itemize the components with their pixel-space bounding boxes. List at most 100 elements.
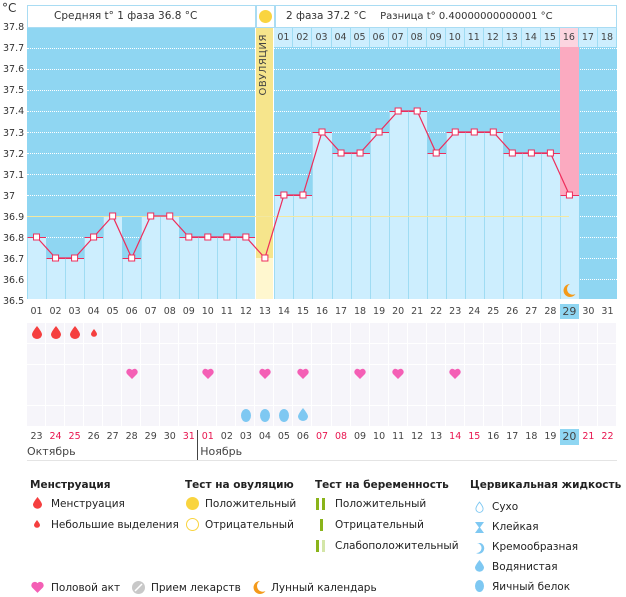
calendar-date[interactable]: 24 bbox=[49, 431, 62, 442]
marker-cell[interactable] bbox=[122, 406, 141, 427]
marker-cell[interactable] bbox=[46, 364, 65, 385]
cycle-day-number[interactable]: 01 bbox=[30, 306, 43, 317]
marker-cell[interactable] bbox=[331, 406, 350, 427]
marker-cell[interactable] bbox=[27, 385, 46, 406]
marker-cell[interactable] bbox=[502, 323, 521, 343]
marker-cell[interactable] bbox=[426, 385, 445, 406]
calendar-date[interactable]: 23 bbox=[30, 431, 43, 442]
marker-cell[interactable] bbox=[46, 385, 65, 406]
marker-cell[interactable] bbox=[179, 364, 198, 385]
calendar-date[interactable]: 21 bbox=[582, 431, 595, 442]
marker-cell[interactable] bbox=[578, 343, 597, 364]
temperature-point[interactable] bbox=[432, 149, 440, 157]
marker-cell[interactable] bbox=[65, 385, 84, 406]
marker-cell[interactable] bbox=[483, 406, 502, 427]
marker-cell[interactable] bbox=[559, 364, 578, 385]
marker-cell[interactable] bbox=[597, 364, 616, 385]
marker-cell[interactable] bbox=[198, 343, 217, 364]
calendar-date[interactable]: 30 bbox=[163, 431, 176, 442]
marker-cell[interactable] bbox=[46, 406, 65, 427]
cycle-day-number[interactable]: 02 bbox=[49, 306, 62, 317]
marker-cell[interactable] bbox=[540, 323, 559, 343]
marker-cell[interactable] bbox=[502, 406, 521, 427]
marker-cell[interactable] bbox=[445, 385, 464, 406]
marker-cell[interactable] bbox=[483, 323, 502, 343]
marker-cell[interactable] bbox=[160, 343, 179, 364]
marker-cell[interactable] bbox=[521, 323, 540, 343]
calendar-date[interactable]: 02 bbox=[220, 431, 233, 442]
marker-cell[interactable] bbox=[350, 406, 369, 427]
temperature-point[interactable] bbox=[204, 233, 212, 241]
marker-cell[interactable] bbox=[502, 364, 521, 385]
marker-cell[interactable] bbox=[141, 406, 160, 427]
marker-cell[interactable] bbox=[27, 343, 46, 364]
marker-cell[interactable] bbox=[483, 364, 502, 385]
calendar-date[interactable]: 06 bbox=[296, 431, 309, 442]
marker-cell[interactable] bbox=[388, 385, 407, 406]
marker-cell[interactable] bbox=[464, 406, 483, 427]
marker-cell[interactable] bbox=[388, 406, 407, 427]
marker-cell[interactable] bbox=[198, 406, 217, 427]
marker-cell[interactable] bbox=[255, 385, 274, 406]
marker-cell[interactable] bbox=[46, 343, 65, 364]
temperature-point[interactable] bbox=[280, 191, 288, 199]
calendar-date[interactable]: 12 bbox=[411, 431, 424, 442]
marker-cell[interactable] bbox=[369, 364, 388, 385]
cycle-day-number[interactable]: 05 bbox=[106, 306, 119, 317]
calendar-date[interactable]: 05 bbox=[277, 431, 290, 442]
cycle-day-number[interactable]: 07 bbox=[144, 306, 157, 317]
marker-cell[interactable] bbox=[103, 323, 122, 343]
marker-cell[interactable] bbox=[464, 364, 483, 385]
cycle-day-number[interactable]: 28 bbox=[544, 306, 557, 317]
cycle-day-number[interactable]: 22 bbox=[430, 306, 443, 317]
cycle-day-number[interactable]: 18 bbox=[354, 306, 367, 317]
temperature-point[interactable] bbox=[128, 254, 136, 262]
marker-cell[interactable] bbox=[502, 343, 521, 364]
cycle-day-number[interactable]: 15 bbox=[296, 306, 309, 317]
calendar-date[interactable]: 10 bbox=[373, 431, 386, 442]
marker-cell[interactable] bbox=[521, 364, 540, 385]
marker-cell[interactable] bbox=[198, 385, 217, 406]
marker-cell[interactable] bbox=[179, 385, 198, 406]
marker-cell[interactable] bbox=[84, 385, 103, 406]
temperature-point[interactable] bbox=[147, 212, 155, 220]
cycle-day-number[interactable]: 20 bbox=[392, 306, 405, 317]
marker-cell[interactable] bbox=[217, 364, 236, 385]
marker-cell[interactable] bbox=[331, 385, 350, 406]
calendar-date[interactable]: 18 bbox=[525, 431, 538, 442]
calendar-date[interactable]: 28 bbox=[125, 431, 138, 442]
calendar-date[interactable]: 07 bbox=[315, 431, 329, 442]
marker-cell[interactable] bbox=[369, 406, 388, 427]
marker-cell[interactable] bbox=[274, 343, 293, 364]
temperature-point[interactable] bbox=[185, 233, 193, 241]
calendar-date[interactable]: 22 bbox=[601, 431, 614, 442]
calendar-date[interactable]: 09 bbox=[354, 431, 367, 442]
temperature-point[interactable] bbox=[90, 233, 98, 241]
calendar-date[interactable]: 25 bbox=[68, 431, 81, 442]
marker-cell[interactable] bbox=[350, 385, 369, 406]
marker-cell[interactable] bbox=[578, 406, 597, 427]
marker-cell[interactable] bbox=[179, 406, 198, 427]
marker-cell[interactable] bbox=[84, 343, 103, 364]
marker-cell[interactable] bbox=[350, 323, 369, 343]
cycle-day-number[interactable]: 17 bbox=[334, 306, 348, 317]
cycle-day-number[interactable]: 03 bbox=[68, 306, 81, 317]
cycle-day-number[interactable]: 30 bbox=[582, 306, 595, 317]
marker-cell[interactable] bbox=[312, 406, 331, 427]
marker-cell[interactable] bbox=[407, 343, 426, 364]
calendar-date[interactable]: 03 bbox=[239, 431, 252, 442]
marker-cell[interactable] bbox=[236, 323, 255, 343]
marker-cell[interactable] bbox=[559, 385, 578, 406]
marker-cell[interactable] bbox=[426, 343, 445, 364]
marker-cell[interactable] bbox=[236, 364, 255, 385]
marker-cell[interactable] bbox=[502, 385, 521, 406]
calendar-date[interactable]: 17 bbox=[506, 431, 519, 442]
marker-cell[interactable] bbox=[559, 323, 578, 343]
marker-cell[interactable] bbox=[578, 385, 597, 406]
marker-cell[interactable] bbox=[160, 385, 179, 406]
marker-cell[interactable] bbox=[559, 406, 578, 427]
marker-cell[interactable] bbox=[540, 343, 559, 364]
marker-cell[interactable] bbox=[445, 323, 464, 343]
marker-cell[interactable] bbox=[483, 385, 502, 406]
marker-cell[interactable] bbox=[217, 323, 236, 343]
